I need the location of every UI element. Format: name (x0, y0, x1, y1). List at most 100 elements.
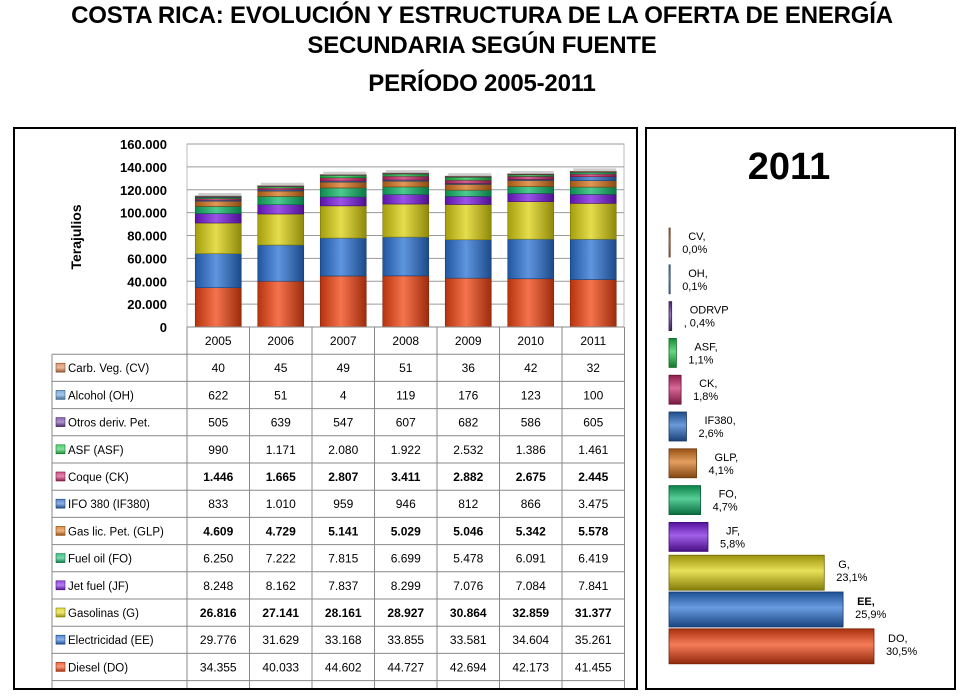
bar-segment-asf-2008 (382, 173, 430, 177)
bar-2011-label: FO, (719, 489, 737, 501)
bar-2011-ee (668, 591, 844, 628)
bar-2011-cv (668, 227, 671, 258)
data-label: 1.665 (266, 470, 296, 484)
data-label: 6.419 (578, 552, 608, 566)
data-label: 40.033 (262, 660, 299, 674)
y-tick-label: 60.000 (127, 251, 167, 266)
bar-2011-jf (668, 521, 709, 552)
structure-2011-panel: 2011 CV, 0,0% OH, 0,1% ODRVP, 0,4% ASF, 1,1% CK,… (645, 127, 956, 690)
bar-2011-percent: 2,6% (698, 428, 723, 440)
bar-segment-fo-2011 (569, 186, 617, 195)
data-label: 7.076 (453, 579, 483, 593)
bar-segment-ck-2007 (319, 177, 367, 182)
data-label: 44.602 (325, 660, 362, 674)
bar-2011-odrvp (668, 301, 673, 332)
legend-key-glp (55, 526, 66, 536)
bar-segment-ee-2011 (569, 238, 617, 280)
legend-key-ck (55, 471, 66, 482)
bar-segment-glp-2011 (569, 180, 617, 188)
page-subtitle-period: PERÍODO 2005-2011 (368, 70, 596, 97)
data-label: 1.010 (266, 497, 296, 511)
bar-segment-g-2007 (319, 205, 367, 239)
data-label: 27.141 (262, 606, 299, 620)
bar-segment-ck-2010 (507, 176, 555, 180)
data-label: 6.091 (516, 552, 546, 566)
data-label: 51 (274, 388, 288, 402)
data-label: 4.729 (266, 524, 296, 538)
data-label: 7.815 (328, 552, 358, 566)
legend-label: Alcohol (OH) (68, 390, 134, 402)
bar-segment-ee-2009 (444, 239, 492, 279)
bar-2011-percent: 1,8% (693, 391, 718, 403)
legend-label: Fuel oil (FO) (68, 554, 132, 566)
bar-2011-label: GLP, (715, 452, 739, 464)
bar-segment-g-2008 (382, 203, 430, 238)
bar-top-cap (385, 170, 429, 174)
data-label: 6.250 (203, 552, 233, 566)
data-label: 5.029 (391, 524, 421, 538)
bar-segment-do-2007 (319, 275, 367, 328)
bar-top-cap (260, 182, 304, 186)
data-label: 1.922 (391, 443, 421, 457)
data-label: 44.727 (387, 660, 424, 674)
data-label: 8.248 (203, 579, 233, 593)
legend-key-cv (55, 362, 66, 373)
bar-segment-ee-2006 (257, 244, 305, 282)
bar-segment-jf-2006 (257, 204, 305, 215)
data-label: 607 (396, 416, 416, 430)
bar-segment-glp-2010 (507, 180, 555, 187)
data-label: 30.864 (450, 606, 487, 620)
bar-segment-ck-2011 (569, 173, 617, 178)
bar-segment-glp-2009 (444, 184, 492, 191)
bar-top-cap (573, 168, 617, 172)
x-tick-label: 2005 (205, 334, 232, 348)
data-label: 33.855 (387, 633, 424, 647)
bar-2011-percent: 30,5% (886, 646, 917, 658)
data-label: 1.446 (203, 470, 233, 484)
y-tick-label: 100.000 (120, 206, 167, 221)
bar-segment-do-2006 (257, 280, 305, 328)
data-label: 3.475 (578, 497, 608, 511)
data-label: 8.162 (266, 579, 296, 593)
data-label: 28.927 (387, 606, 424, 620)
y-tick-label: 40.000 (127, 274, 167, 289)
data-label: 36 (462, 361, 476, 375)
bar-segment-jf-2011 (569, 194, 617, 204)
bar-2011-label: OH, (688, 268, 708, 280)
y-tick-label: 140.000 (120, 160, 167, 175)
data-label: 586 (521, 416, 541, 430)
data-label: 946 (396, 497, 416, 511)
stacked-bar-chart-panel: 0 20.000 40.000 60.000 80.000 100.000 120.000 1… (13, 127, 638, 699)
legend-key-odrvp (55, 417, 66, 427)
data-label: 45 (274, 361, 288, 375)
x-tick-label: 2007 (330, 334, 357, 348)
data-label: 7.084 (516, 579, 546, 593)
bar-segment-if380-2011 (569, 176, 617, 181)
legend-label: Otros deriv. Pet. (68, 418, 150, 430)
data-label: 2.532 (453, 443, 483, 457)
bar-segment-do-2010 (507, 278, 555, 328)
legend-key-oh (55, 390, 66, 400)
legend-key-jf (55, 580, 66, 591)
bar-segment-glp-2008 (382, 180, 430, 188)
bar-segment-ee-2008 (382, 236, 430, 277)
bar-segment-g-2011 (569, 203, 617, 240)
bar-2011-percent: 0,0% (682, 244, 707, 256)
data-label: 866 (521, 497, 541, 511)
legend-label: IFO 380 (IF380) (68, 499, 150, 511)
data-label: 833 (208, 497, 228, 511)
data-label: 2.675 (516, 470, 546, 484)
y-tick-label: 80.000 (127, 229, 167, 244)
legend-key-do (55, 662, 66, 672)
bar-segment-g-2010 (507, 201, 555, 240)
bar-segment-jf-2008 (382, 194, 430, 205)
data-label: 42.173 (512, 660, 549, 674)
data-label: 119 (396, 388, 415, 402)
bar-2011-percent: 4,1% (709, 465, 734, 477)
data-label: 32 (587, 361, 601, 375)
data-label: 547 (333, 416, 353, 430)
x-tick-label: 2008 (392, 334, 419, 348)
data-label: 2.445 (578, 470, 608, 484)
bar-segment-ee-2005 (194, 253, 242, 289)
page-title-line1: COSTA RICA: EVOLUCIÓN Y ESTRUCTURA DE LA… (71, 2, 893, 29)
